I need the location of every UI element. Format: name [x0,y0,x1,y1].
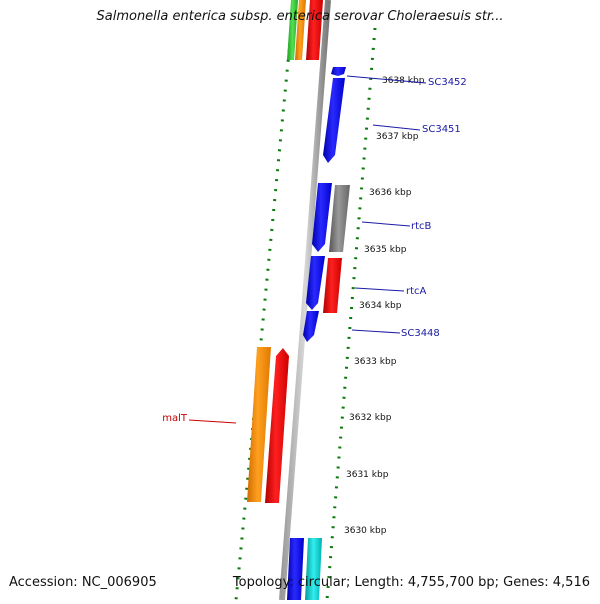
gene-label-malt[interactable]: malT [162,413,188,424]
gene-label-connector [188,419,237,424]
accession-text: Accession: NC_006905 [9,575,157,590]
gene-red-rtc[interactable] [323,258,342,313]
gene-label-connector [354,287,405,292]
gene-orange-top [295,0,306,60]
genome-backbone [279,0,331,601]
gene-label-connector [372,124,421,131]
scale-label: 3637 kbp [376,132,419,142]
scale-label: 3635 kbp [364,245,407,255]
scale-label: 3632 kbp [349,413,392,423]
gene-malT[interactable] [247,347,271,502]
gene-labels: SC3452 SC3451 rtcB rtcA SC3448 malT [162,75,467,424]
gene-label-connector [351,329,401,334]
gene-label-sc3451[interactable]: SC3451 [422,124,461,135]
gene-label-rtca[interactable]: rtcA [406,286,427,297]
gene-sc3452[interactable] [331,67,346,76]
gene-rtcA[interactable] [306,256,325,310]
gene-sc3448[interactable] [303,311,319,342]
scale-label: 3636 kbp [369,188,412,198]
outer-dotted-track-left [234,0,296,601]
gene-gray[interactable] [329,185,350,252]
gene-red-top [306,0,323,60]
gene-rtcB[interactable] [312,183,332,252]
gene-sc3451[interactable] [323,78,345,163]
scale-label: 3630 kbp [344,526,387,536]
scale-label: 3631 kbp [346,470,389,480]
map-title: Salmonella enterica subsp. enterica sero… [96,9,504,24]
scale-label: 3633 kbp [354,357,397,367]
gene-label-connector [361,221,411,227]
gene-label-sc3452[interactable]: SC3452 [428,77,467,88]
scale-label: 3634 kbp [359,301,402,311]
genome-summary-text: Topology: circular; Length: 4,755,700 bp… [232,575,590,590]
gene-blue-bottom[interactable] [287,538,304,600]
gene-red-malT[interactable] [265,348,289,503]
gene-green-top [287,0,298,60]
gene-cyan-bottom[interactable] [305,538,322,600]
gene-label-connector [346,75,427,84]
gene-label-rtcb[interactable]: rtcB [411,221,432,232]
gene-label-sc3448[interactable]: SC3448 [401,328,440,339]
